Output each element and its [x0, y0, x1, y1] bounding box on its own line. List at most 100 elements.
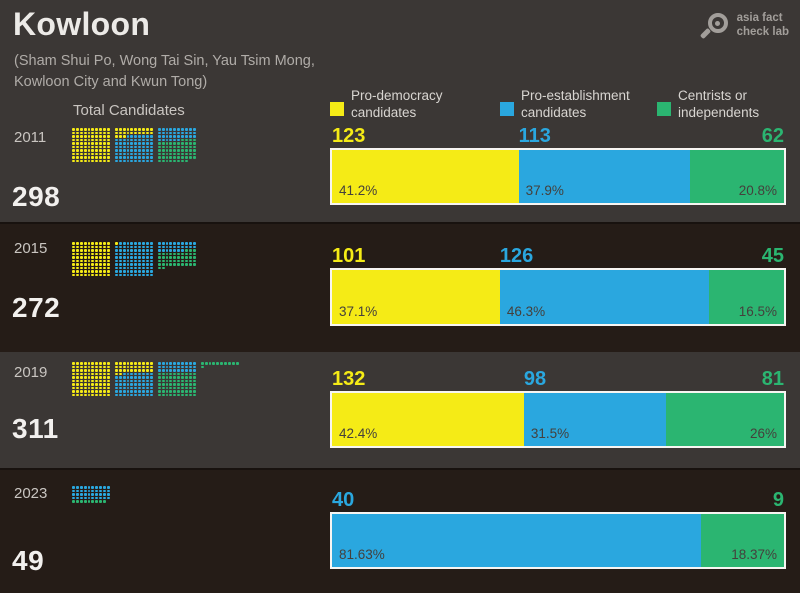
candidate-dot — [130, 270, 134, 273]
candidate-dot — [107, 263, 110, 266]
candidate-dot — [169, 156, 173, 159]
candidate-dot — [126, 245, 130, 249]
candidate-dot — [75, 376, 79, 379]
candidate-dot — [91, 383, 95, 386]
candidate-dot — [79, 242, 83, 245]
candidate-dot — [103, 390, 107, 393]
candidate-dot — [188, 390, 192, 393]
candidate-dot — [75, 149, 79, 152]
percent-label: 20.8% — [738, 183, 777, 198]
bar-segment-pro_establishment: 81.63% — [332, 514, 701, 567]
candidate-dot — [149, 390, 153, 393]
candidate-dot — [149, 152, 153, 156]
candidate-dot — [181, 252, 185, 256]
candidate-dot — [134, 152, 138, 156]
candidate-dot — [95, 259, 99, 263]
candidate-dot — [188, 142, 192, 145]
candidate-dot — [91, 252, 95, 256]
page-title: Kowloon — [13, 6, 151, 42]
candidate-dot — [138, 365, 142, 369]
bar-2023: 81.63% 18.37% — [330, 512, 786, 569]
candidate-dot — [91, 496, 95, 500]
candidate-dot — [134, 379, 138, 383]
candidate-dot — [118, 390, 122, 393]
bar-segment-pro_democracy: 37.1% — [332, 270, 500, 324]
candidate-dot — [83, 159, 87, 163]
waffle-block — [72, 486, 111, 504]
candidate-dot — [157, 362, 161, 365]
candidate-dot — [95, 249, 99, 252]
candidate-dot — [138, 372, 142, 376]
candidate-dot — [103, 242, 107, 245]
candidate-dot — [204, 362, 208, 365]
candidate-dot — [149, 159, 153, 163]
candidate-dot — [75, 496, 79, 500]
candidate-dot — [114, 372, 118, 376]
candidate-dot — [79, 383, 83, 386]
magnifier-icon — [699, 12, 729, 40]
candidate-dot — [75, 128, 79, 131]
candidate-dot — [75, 500, 79, 503]
candidate-dot — [142, 266, 146, 270]
candidate-dot — [188, 379, 192, 383]
candidate-dot — [72, 496, 75, 500]
candidate-dot — [130, 135, 134, 138]
candidate-dot — [87, 273, 91, 277]
candidate-dot — [126, 386, 130, 390]
candidate-dot — [146, 145, 149, 149]
candidate-dot — [103, 379, 107, 383]
candidate-dot — [114, 383, 118, 386]
total-candidates-2023: 49 — [12, 545, 45, 576]
candidate-dot — [161, 386, 165, 390]
candidate-dot — [72, 376, 75, 379]
candidate-dot — [165, 393, 169, 397]
candidate-dot — [188, 135, 192, 138]
candidate-dot — [99, 128, 103, 131]
candidate-dot — [165, 379, 169, 383]
candidate-dot — [146, 131, 149, 135]
candidate-dot — [134, 259, 138, 263]
candidate-dot — [95, 500, 99, 503]
candidate-dot — [142, 270, 146, 273]
percent-label: 46.3% — [506, 304, 546, 319]
year-label-2015: 2015 — [14, 240, 48, 257]
candidate-dot — [173, 138, 177, 142]
candidate-dot — [149, 128, 153, 131]
candidate-dot — [146, 138, 149, 142]
candidate-dot — [149, 142, 153, 145]
candidate-dot — [134, 362, 138, 365]
candidate-dot — [122, 372, 126, 376]
candidate-dot — [87, 386, 91, 390]
candidate-dot — [103, 245, 107, 249]
candidate-dot — [169, 152, 173, 156]
candidate-dot — [192, 379, 196, 383]
candidate-dot — [165, 259, 169, 263]
candidate-dot — [87, 266, 91, 270]
candidate-dot — [146, 372, 149, 376]
candidate-dot — [134, 128, 138, 131]
candidate-dot — [114, 135, 118, 138]
candidate-dot — [169, 252, 173, 256]
candidate-dot — [103, 493, 107, 496]
candidate-dot — [99, 369, 103, 372]
candidate-dot — [72, 256, 75, 259]
candidate-dot — [122, 131, 126, 135]
candidate-dot — [91, 242, 95, 245]
candidate-dot — [169, 145, 173, 149]
candidate-dot — [91, 249, 95, 252]
candidate-dot — [173, 152, 177, 156]
count-label-pro_democracy: 101 — [332, 245, 366, 267]
candidate-dot — [157, 138, 161, 142]
candidate-dot — [185, 252, 188, 256]
candidate-dot — [99, 152, 103, 156]
percent-label: 37.1% — [339, 304, 378, 319]
candidate-dot — [188, 138, 192, 142]
candidate-dot — [235, 362, 239, 365]
count-label-pro_democracy: 123 — [332, 125, 366, 147]
candidate-dot — [134, 138, 138, 142]
candidate-dot — [146, 242, 149, 245]
candidate-dot — [142, 159, 146, 163]
candidate-dot — [177, 386, 181, 390]
candidate-dot — [130, 252, 134, 256]
candidate-dot — [91, 142, 95, 145]
